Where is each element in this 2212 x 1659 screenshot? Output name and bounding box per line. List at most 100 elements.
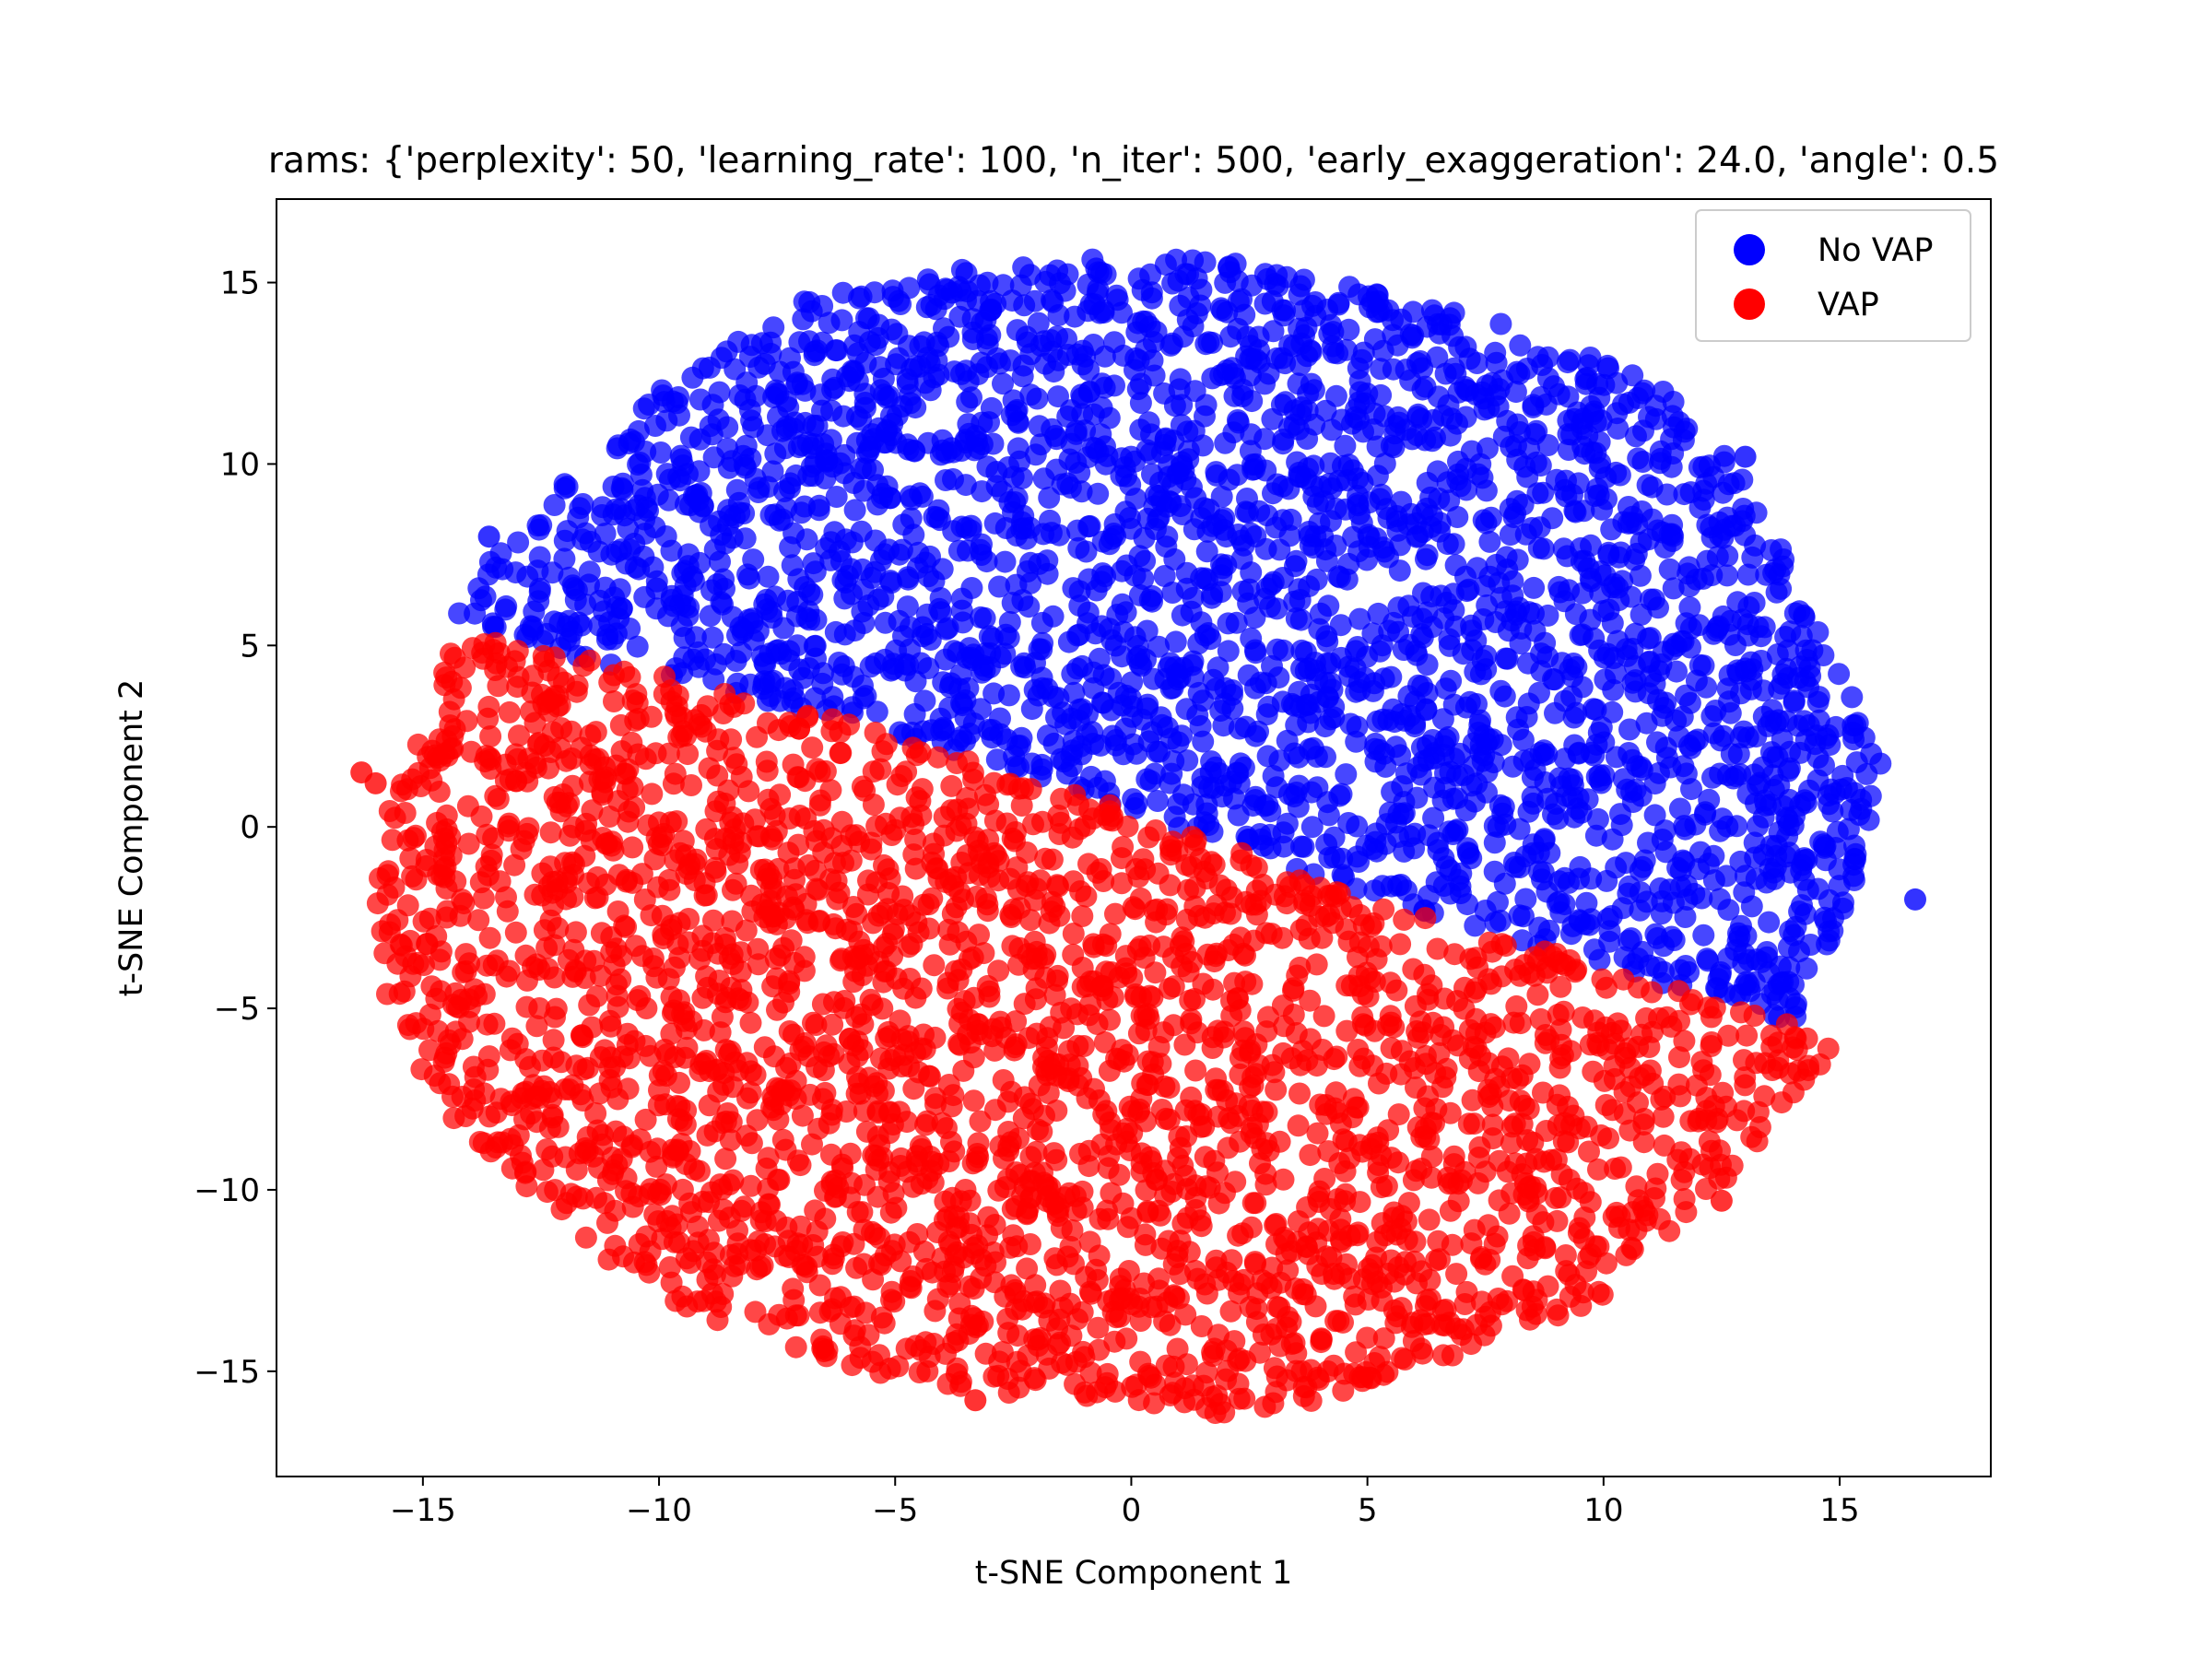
scatter-point [691, 495, 714, 518]
scatter-point [1532, 481, 1555, 504]
scatter-point [1623, 548, 1646, 571]
scatter-point [1160, 332, 1183, 355]
scatter-point [644, 742, 667, 765]
scatter-point [653, 665, 676, 688]
scatter-point [1662, 577, 1685, 600]
scatter-point [1843, 847, 1866, 870]
scatter-point [1490, 933, 1513, 956]
scatter-point [935, 618, 958, 641]
scatter-point [913, 371, 936, 394]
scatter-point [802, 1011, 824, 1034]
scatter-point [933, 718, 956, 741]
scatter-point [1578, 1140, 1600, 1163]
scatter-point [1734, 445, 1757, 468]
scatter-point [1370, 358, 1393, 381]
scatter-point [605, 498, 628, 521]
scatter-point [703, 538, 726, 561]
scatter-point [1135, 648, 1157, 671]
scatter-point [504, 561, 527, 584]
scatter-point [1438, 634, 1461, 657]
scatter-point [1581, 441, 1604, 464]
scatter-point [1716, 564, 1738, 587]
scatter-point [1526, 983, 1549, 1006]
scatter-point [495, 594, 518, 618]
scatter-point [994, 517, 1018, 539]
scatter-point [1794, 729, 1818, 751]
scatter-point [781, 554, 804, 577]
scatter-point [1455, 580, 1478, 603]
scatter-point [1397, 685, 1420, 708]
scatter-point [1439, 1199, 1462, 1222]
scatter-point [1527, 841, 1550, 865]
scatter-point [1779, 620, 1802, 643]
scatter-point [857, 307, 880, 330]
scatter-point [798, 330, 820, 353]
scatter-point [691, 357, 714, 380]
scatter-point [1078, 1280, 1101, 1303]
scatter-point [1244, 641, 1267, 665]
scatter-point [530, 513, 553, 536]
scatter-point [1666, 856, 1689, 879]
scatter-point [1346, 815, 1369, 838]
scatter-point [866, 474, 889, 497]
scatter-point [1367, 602, 1390, 625]
scatter-point [1316, 630, 1339, 653]
scatter-point [1287, 372, 1310, 395]
scatter-point [553, 547, 576, 571]
scatter-point [1777, 935, 1800, 959]
scatter-point [735, 919, 758, 942]
scatter-point [1296, 345, 1319, 368]
scatter-point [1554, 1244, 1577, 1266]
scatter-point [1135, 768, 1159, 791]
scatter-point [1618, 718, 1641, 741]
scatter-point [950, 599, 973, 622]
scatter-point [775, 415, 798, 438]
scatter-point [1265, 1233, 1288, 1255]
scatter-point [567, 506, 590, 529]
scatter-point [1727, 922, 1749, 945]
scatter-point [1770, 538, 1793, 561]
scatter-point [833, 587, 856, 610]
scatter-point [1555, 469, 1577, 492]
scatter-point [1845, 751, 1868, 774]
scatter-point [1011, 365, 1034, 388]
scatter-point [1828, 663, 1851, 686]
scatter-point [1464, 790, 1487, 813]
scatter-point [895, 760, 918, 783]
scatter-point [1141, 721, 1163, 744]
scatter-point [519, 615, 542, 638]
scatter-point [507, 531, 530, 554]
scatter-point [1411, 626, 1434, 649]
scatter-point [784, 1335, 807, 1359]
scatter-point [1005, 400, 1028, 423]
scatter-point [1586, 807, 1609, 830]
scatter-point [1393, 908, 1416, 931]
scatter-point [1765, 581, 1788, 604]
scatter-point [1226, 269, 1249, 292]
scatter-point [923, 954, 946, 977]
scatter-point [1042, 732, 1065, 755]
scatter-point [1047, 304, 1070, 326]
scatter-point [1001, 935, 1024, 958]
scatter-point [1549, 901, 1572, 924]
scatter-point [1472, 509, 1495, 532]
scatter-point [1111, 593, 1134, 616]
scatter-point [1065, 452, 1088, 474]
scatter-point [1363, 737, 1386, 760]
scatter-point [1426, 937, 1449, 960]
scatter-point [1390, 1040, 1413, 1063]
scatter-point [747, 937, 770, 960]
scatter-point [677, 604, 700, 627]
scatter-point [579, 724, 602, 747]
scatter-point [1030, 758, 1053, 781]
scatter-point [1390, 490, 1413, 513]
scatter-point [1594, 668, 1617, 691]
scatter-point [954, 474, 977, 497]
scatter-point [1655, 483, 1678, 506]
scatter-point [1655, 1006, 1678, 1029]
scatter-point [553, 473, 576, 496]
scatter-point [1661, 405, 1684, 428]
scatter-point [1775, 657, 1797, 680]
scatter-point [579, 649, 602, 672]
